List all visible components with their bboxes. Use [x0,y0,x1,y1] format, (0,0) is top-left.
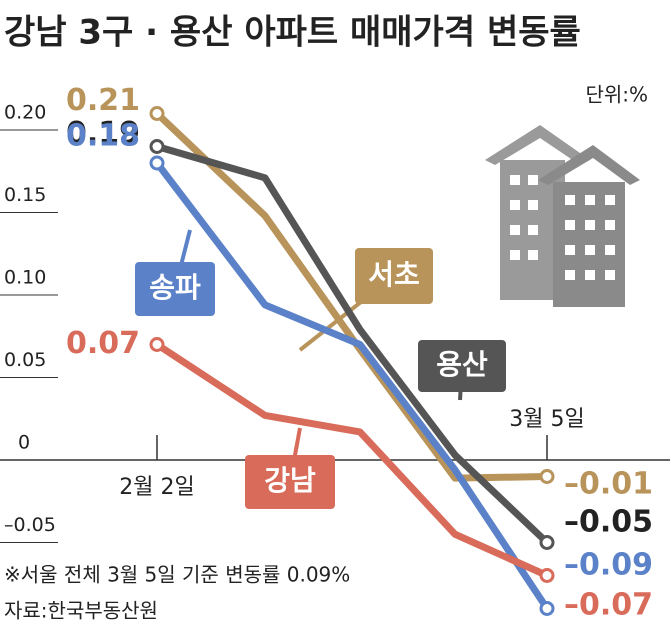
legend-label: 서초 [368,258,420,291]
legend-label: 용산 [436,348,488,381]
series: 0.07 –0.07 강남 [66,326,653,623]
y-tick-label: 0.05 [4,349,46,371]
endpoint [539,535,555,550]
value-label: 0.18 [66,119,140,154]
note: ※서울 전체 3월 5일 기준 변동률 0.09% [4,563,350,587]
y-tick-label: 0.10 [4,267,46,289]
line [155,341,549,579]
y-tick-label: 0 [18,432,30,454]
endpoint [149,155,165,171]
building-icon [485,125,640,307]
line [154,160,550,611]
value-label: 0.21 [66,83,140,118]
x-tick-label: 3월 5일 [509,407,584,432]
line [156,143,550,546]
value-label: 0.07 [66,326,140,361]
endpoint [149,139,165,154]
legend-box [418,340,506,392]
series: 0.19 –0.05 용산 [66,116,653,550]
value-label: 0.19 [66,116,140,151]
chart-title: 강남 3구 · 용산 아파트 매매가격 변동률 [4,13,581,53]
legend-box [355,248,433,304]
endpoint [539,469,555,484]
value-label: –0.01 [564,467,653,502]
series: 0.21 –0.01 서초 [66,83,653,502]
source: 자료:한국부동산원 [4,599,158,623]
value-label: –0.09 [564,548,653,583]
series: 0.18 –0.09 송파 [66,119,653,616]
unit: 단위:% [585,83,648,107]
endpoint [539,601,555,616]
legend-label: 강남 [264,464,316,497]
y-tick-label: 0.15 [4,184,46,206]
endpoint [149,106,165,121]
legend-box [135,262,215,316]
y-tick-label: –0.05 [4,514,56,536]
line [154,110,548,482]
value-label: –0.07 [564,588,653,623]
endpoint [149,337,165,352]
legend-box [245,455,335,509]
y-tick-label: 0.20 [4,102,46,124]
x-tick-label: 2월 2일 [119,475,194,500]
endpoint [539,568,555,583]
value-label: –0.05 [564,505,653,540]
legend-label: 송파 [149,271,201,304]
